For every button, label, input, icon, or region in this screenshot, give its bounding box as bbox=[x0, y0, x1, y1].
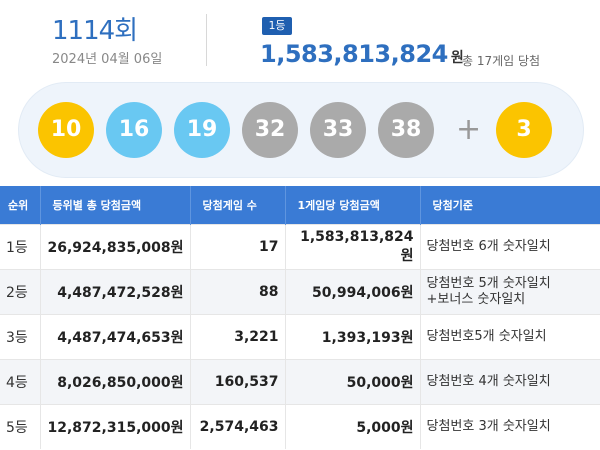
round-number: 1114회 bbox=[52, 16, 138, 46]
per-game-cell: 1,583,813,824원 bbox=[285, 223, 421, 269]
first-prize-unit: 원 bbox=[450, 50, 464, 66]
col-criteria: 당첨기준 bbox=[420, 186, 600, 224]
col-per-game: 1게임당 당첨금액 bbox=[285, 186, 421, 224]
per-game-cell: 5,000원 bbox=[285, 403, 421, 449]
prize-table: 순위 등위별 총 당첨금액 당첨게임 수 1게임당 당첨금액 당첨기준 1등 2… bbox=[0, 186, 600, 450]
criteria-line: 당첨번호5개 숫자일치 bbox=[426, 328, 547, 344]
criteria-cell: 당첨번호 3개 숫자일치 bbox=[420, 403, 600, 449]
col-rank: 순위 bbox=[0, 186, 41, 224]
per-game-cell: 50,000원 bbox=[285, 358, 421, 404]
rank-cell: 1등 bbox=[0, 223, 41, 269]
criteria-line: 당첨번호 3개 숫자일치 bbox=[426, 418, 551, 434]
rank-cell: 4등 bbox=[0, 358, 41, 404]
rank-cell: 5등 bbox=[0, 403, 41, 449]
criteria-cell: 당첨번호 5개 숫자일치 +보너스 숫자일치 bbox=[420, 268, 600, 314]
criteria-cell: 당첨번호 6개 숫자일치 bbox=[420, 223, 600, 269]
table-row: 1등 26,924,835,008원 17 1,583,813,824원 당첨번… bbox=[0, 223, 600, 269]
games-cell: 17 bbox=[190, 223, 286, 269]
criteria-line: 당첨번호 5개 숫자일치 bbox=[426, 275, 551, 291]
per-game-cell: 1,393,193원 bbox=[285, 313, 421, 359]
criteria-cell: 당첨번호 4개 숫자일치 bbox=[420, 358, 600, 404]
first-rank-badge: 1등 bbox=[262, 17, 292, 35]
criteria-line-2: +보너스 숫자일치 bbox=[426, 291, 526, 307]
number-ball-1: 10 bbox=[38, 102, 94, 158]
number-ball-2: 16 bbox=[106, 102, 162, 158]
plus-icon: + bbox=[456, 112, 482, 147]
number-ball-3: 19 bbox=[174, 102, 230, 158]
games-cell: 3,221 bbox=[190, 313, 286, 359]
games-cell: 2,574,463 bbox=[190, 403, 286, 449]
draw-date: 2024년 04월 06일 bbox=[52, 52, 163, 67]
first-prize: 1,583,813,824 원 bbox=[260, 40, 464, 68]
header-divider bbox=[206, 14, 207, 66]
criteria-line: 당첨번호 4개 숫자일치 bbox=[426, 373, 551, 389]
winners-note: 총 17게임 당첨 bbox=[462, 54, 541, 68]
total-cell: 26,924,835,008원 bbox=[40, 223, 191, 269]
table-row: 3등 4,487,474,653원 3,221 1,393,193원 당첨번호5… bbox=[0, 313, 600, 359]
table-row: 4등 8,026,850,000원 160,537 50,000원 당첨번호 4… bbox=[0, 358, 600, 404]
draw-header: 1114회 2024년 04월 06일 1등 1,583,813,824 원 총 … bbox=[0, 0, 600, 80]
rank-cell: 2등 bbox=[0, 268, 41, 314]
number-ball-5: 33 bbox=[310, 102, 366, 158]
games-cell: 88 bbox=[190, 268, 286, 314]
games-cell: 160,537 bbox=[190, 358, 286, 404]
table-header-row: 순위 등위별 총 당첨금액 당첨게임 수 1게임당 당첨금액 당첨기준 bbox=[0, 186, 600, 224]
total-cell: 8,026,850,000원 bbox=[40, 358, 191, 404]
criteria-cell: 당첨번호5개 숫자일치 bbox=[420, 313, 600, 359]
first-prize-amount: 1,583,813,824 bbox=[260, 40, 448, 68]
table-row: 5등 12,872,315,000원 2,574,463 5,000원 당첨번호… bbox=[0, 403, 600, 449]
bonus-ball: 3 bbox=[496, 102, 552, 158]
total-cell: 12,872,315,000원 bbox=[40, 403, 191, 449]
table-row: 2등 4,487,472,528원 88 50,994,006원 당첨번호 5개… bbox=[0, 268, 600, 314]
per-game-cell: 50,994,006원 bbox=[285, 268, 421, 314]
number-ball-4: 32 bbox=[242, 102, 298, 158]
total-cell: 4,487,472,528원 bbox=[40, 268, 191, 314]
col-total: 등위별 총 당첨금액 bbox=[40, 186, 191, 224]
total-cell: 4,487,474,653원 bbox=[40, 313, 191, 359]
criteria-line: 당첨번호 6개 숫자일치 bbox=[426, 238, 551, 254]
rank-cell: 3등 bbox=[0, 313, 41, 359]
col-games: 당첨게임 수 bbox=[190, 186, 286, 224]
number-ball-6: 38 bbox=[378, 102, 434, 158]
